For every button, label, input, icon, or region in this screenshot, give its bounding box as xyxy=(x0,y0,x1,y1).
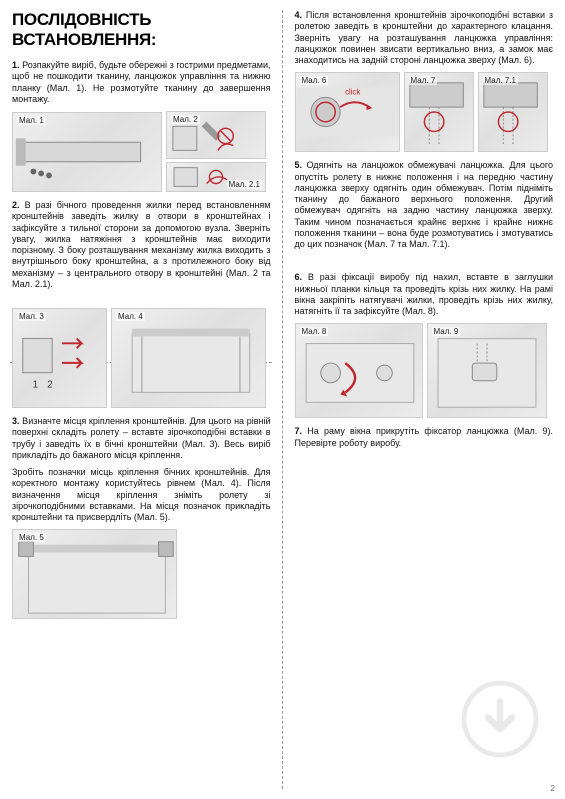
fig-label: Мал. 2 xyxy=(171,115,200,124)
step-2-text: В разі бічного проведення жилки перед вс… xyxy=(12,200,271,289)
step-1-num: 1. xyxy=(12,60,20,70)
figure-2: Мал. 2 xyxy=(166,111,266,159)
figure-row-4: Мал. 6 click Мал. 7 Мал. 7.1 xyxy=(295,72,554,152)
fig-label: Мал. 5 xyxy=(17,533,46,542)
step-6-text: В разі фіксації виробу під нахил, вставт… xyxy=(295,272,554,316)
fig-label: Мал. 3 xyxy=(17,312,46,321)
click-label: click xyxy=(345,88,360,97)
figure-row-3: Мал. 5 xyxy=(12,529,271,619)
figure-5: Мал. 5 xyxy=(12,529,177,619)
figure-2-1: Мал. 2.1 xyxy=(166,162,266,192)
fig-label: Мал. 8 xyxy=(300,327,329,336)
step-4-num: 4. xyxy=(295,10,303,20)
step-7-num: 7. xyxy=(295,426,303,436)
figure-6: Мал. 6 click xyxy=(295,72,400,152)
fig-label: Мал. 4 xyxy=(116,312,145,321)
step-4-text: Після встановлення кронштейнів зірочкопо… xyxy=(295,10,554,65)
left-column: ПОСЛІДОВНІСТЬ ВСТАНОВЛЕННЯ: 1. Розпакуйт… xyxy=(0,0,283,799)
fig-label: Мал. 7 xyxy=(409,76,438,85)
figure-7: Мал. 7 xyxy=(404,72,474,152)
step-3: 3. Визначте місця кріплення кронштейнів.… xyxy=(12,416,271,461)
step-7-text: На раму вікна прикрутіть фіксатор ланцюж… xyxy=(295,426,554,447)
svg-text:2: 2 xyxy=(47,379,52,390)
figure-7-1: Мал. 7.1 xyxy=(478,72,548,152)
page-title: ПОСЛІДОВНІСТЬ ВСТАНОВЛЕННЯ: xyxy=(12,10,271,50)
fig-label: Мал. 2.1 xyxy=(227,180,262,189)
fig-label: Мал. 7.1 xyxy=(483,76,518,85)
figure-9: Мал. 9 xyxy=(427,323,547,418)
step-1: 1. Розпакуйте виріб, будьте обережні з г… xyxy=(12,60,271,105)
step-5: 5. Одягніть на ланцюжок обмежувачі ланцю… xyxy=(295,160,554,250)
fig-label: Мал. 6 xyxy=(300,76,329,85)
step-3b: Зробіть позначки місць кріплення бічних … xyxy=(12,467,271,523)
watermark-icon xyxy=(460,679,540,759)
figure-8: Мал. 8 xyxy=(295,323,423,418)
figure-1: Мал. 1 xyxy=(12,112,162,192)
figure-row-2: Мал. 3 12 Мал. 4 xyxy=(12,308,271,408)
fig-label: Мал. 1 xyxy=(17,116,46,125)
step-5-num: 5. xyxy=(295,160,303,170)
step-2: 2. В разі бічного проведення жилки перед… xyxy=(12,200,271,290)
step-1-text: Розпакуйте виріб, будьте обережні з гост… xyxy=(12,60,271,104)
page-number: 2 xyxy=(551,784,555,793)
step-5-text: Одягніть на ланцюжок обмежувачі ланцюжка… xyxy=(295,160,554,249)
svg-text:1: 1 xyxy=(33,379,38,390)
step-6-num: 6. xyxy=(295,272,303,282)
step-4: 4. Після встановлення кронштейнів зірочк… xyxy=(295,10,554,66)
figure-4: Мал. 4 xyxy=(111,308,266,408)
figure-3: Мал. 3 12 xyxy=(12,308,107,408)
fig-label: Мал. 9 xyxy=(432,327,461,336)
step-3-text: Визначте місця кріплення кронштейнів. Дл… xyxy=(12,416,271,460)
step-7: 7. На раму вікна прикрутіть фіксатор лан… xyxy=(295,426,554,449)
step-3-num: 3. xyxy=(12,416,20,426)
figure-row-1: Мал. 1 Мал. 2 Мал. 2.1 xyxy=(12,111,271,192)
figure-row-6: Мал. 8 Мал. 9 xyxy=(295,323,554,418)
step-2-num: 2. xyxy=(12,200,20,210)
step-6: 6. В разі фіксації виробу під нахил, вст… xyxy=(295,272,554,317)
